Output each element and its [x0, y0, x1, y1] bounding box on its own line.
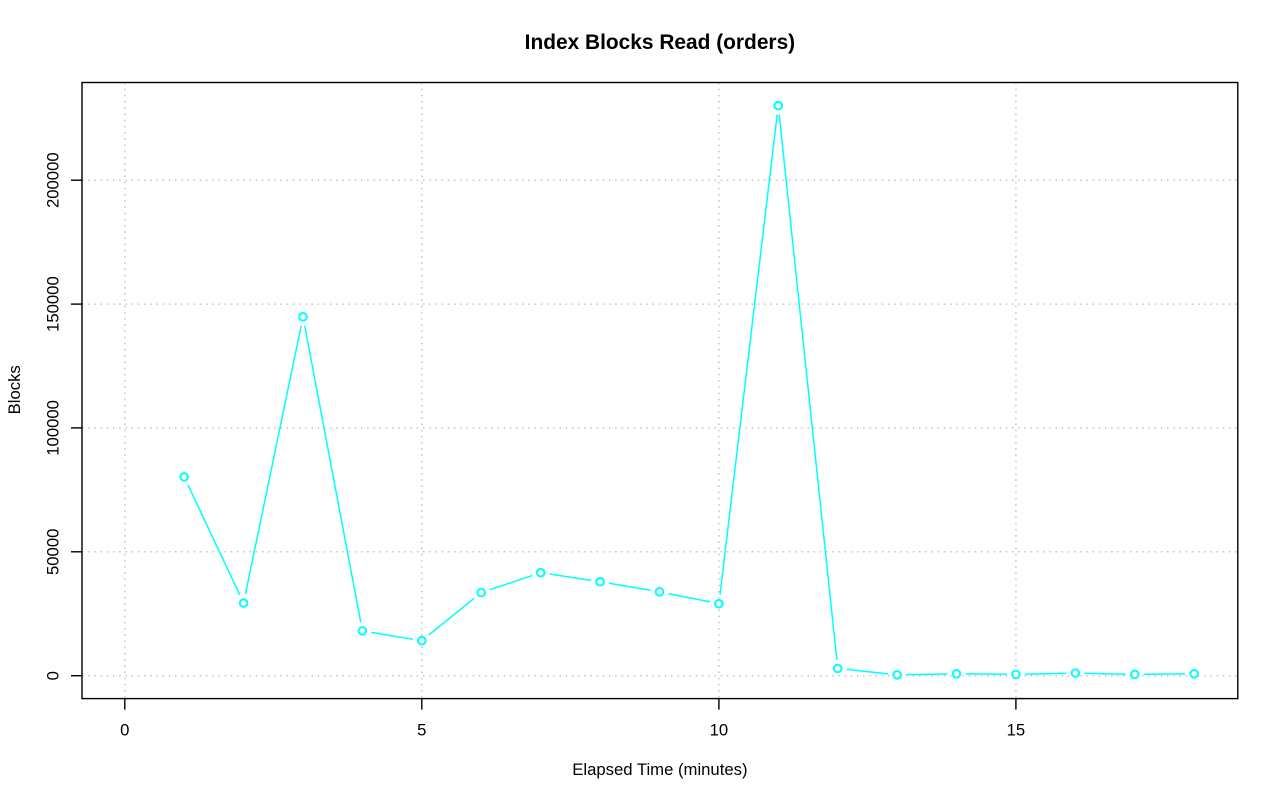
- svg-text:0: 0: [120, 720, 129, 739]
- svg-text:50000: 50000: [44, 529, 63, 575]
- svg-text:Elapsed Time (minutes): Elapsed Time (minutes): [572, 760, 747, 779]
- svg-text:200000: 200000: [44, 152, 63, 208]
- svg-text:10: 10: [710, 720, 729, 739]
- svg-text:Blocks: Blocks: [5, 365, 24, 414]
- svg-text:15: 15: [1007, 720, 1026, 739]
- svg-text:0: 0: [44, 671, 63, 680]
- svg-text:100000: 100000: [44, 400, 63, 456]
- svg-text:Index Blocks Read (orders): Index Blocks Read (orders): [525, 31, 796, 54]
- svg-text:5: 5: [417, 720, 426, 739]
- svg-text:150000: 150000: [44, 276, 63, 332]
